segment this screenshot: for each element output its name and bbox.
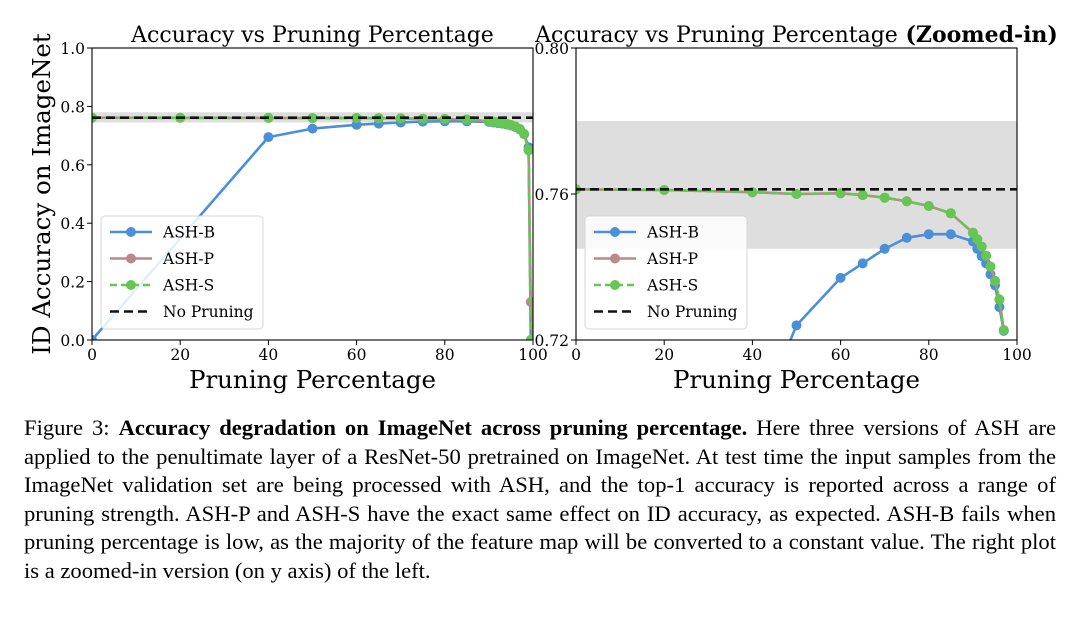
caption-text: Here three versions of ASH are applied t… bbox=[24, 415, 1057, 583]
legend: ASH-B ASH-P ASH-S No Pruning bbox=[584, 215, 748, 330]
point-ash-s bbox=[998, 325, 1009, 336]
y-axis-label: ID Accuracy on ImageNet bbox=[27, 33, 56, 355]
caption-label: Figure 3: bbox=[24, 415, 110, 440]
legend-box bbox=[584, 215, 748, 330]
x-tick-label: 60 bbox=[831, 346, 851, 364]
y-tick-label: 0.80 bbox=[534, 40, 569, 58]
point-ash-s bbox=[976, 241, 987, 252]
legend-marker-ash-p bbox=[610, 253, 620, 264]
caption-bold: Accuracy degradation on ImageNet across … bbox=[118, 415, 748, 440]
point-ash-b bbox=[945, 229, 956, 240]
x-tick-label: 20 bbox=[170, 346, 190, 364]
y-tick-label: 0.72 bbox=[534, 332, 569, 350]
point-ash-s bbox=[981, 250, 992, 261]
legend-marker-ash-s bbox=[610, 280, 620, 290]
x-tick-label: 20 bbox=[654, 346, 674, 364]
figure-caption: Figure 3: Accuracy degradation on ImageN… bbox=[24, 414, 1056, 585]
x-tick-label: 60 bbox=[347, 346, 367, 364]
point-ash-s bbox=[835, 188, 846, 199]
legend-marker-ash-b bbox=[126, 227, 136, 237]
legend-label-ash-b: ASH-B bbox=[646, 224, 699, 242]
x-tick-label: 40 bbox=[743, 346, 763, 364]
point-ash-s bbox=[528, 335, 533, 340]
point-ash-b bbox=[901, 232, 912, 243]
chart-left: 0 20 40 60 80 100 0.0 0.2 0.4 0.6 0.8 1.0 Accuracy v… bbox=[27, 23, 548, 394]
point-ash-s bbox=[945, 208, 956, 219]
point-ash-b bbox=[835, 272, 846, 283]
legend-label-ash-b: ASH-B bbox=[162, 224, 215, 242]
x-tick-label: 80 bbox=[919, 346, 939, 364]
x-axis-label: Pruning Percentage bbox=[673, 365, 920, 394]
legend-box bbox=[100, 215, 264, 330]
chart-title: Accuracy vs Pruning Percentage (Zoomed-i… bbox=[534, 22, 1058, 48]
y-tick-label: 0.8 bbox=[60, 98, 85, 116]
plot-area bbox=[92, 112, 533, 340]
point-ash-s bbox=[901, 196, 912, 207]
point-ash-b bbox=[923, 229, 934, 240]
y-tick-label: 0.0 bbox=[60, 332, 85, 350]
y-tick-label: 1.0 bbox=[60, 40, 85, 58]
legend-marker-ash-b bbox=[610, 227, 620, 237]
point-ash-s bbox=[519, 129, 530, 140]
figure-charts: 0 20 40 60 80 100 0.0 0.2 0.4 0.6 0.8 1.0 Accuracy v… bbox=[27, 22, 1058, 394]
point-ash-s bbox=[879, 192, 890, 203]
point-ash-b bbox=[263, 132, 274, 143]
point-ash-s bbox=[985, 261, 996, 272]
point-ash-s bbox=[994, 294, 1005, 305]
point-ash-s bbox=[461, 114, 472, 125]
point-ash-s bbox=[791, 189, 802, 199]
point-ash-s bbox=[523, 145, 533, 156]
point-ash-s bbox=[990, 275, 1000, 286]
point-ash-s bbox=[439, 114, 450, 124]
point-ash-s bbox=[857, 190, 868, 201]
legend-marker-ash-s bbox=[126, 280, 136, 290]
y-tick-label: 0.76 bbox=[534, 186, 569, 204]
legend-label-no-pruning: No Pruning bbox=[163, 303, 254, 321]
x-tick-label: 40 bbox=[259, 346, 279, 364]
point-ash-b bbox=[791, 320, 802, 331]
x-axis-label: Pruning Percentage bbox=[189, 365, 436, 394]
point-ash-b bbox=[857, 258, 868, 269]
x-tick-label: 100 bbox=[518, 346, 548, 364]
point-ash-b bbox=[92, 335, 97, 340]
legend-label-no-pruning: No Pruning bbox=[647, 303, 738, 321]
x-tick-label: 0 bbox=[571, 346, 581, 364]
legend-label-ash-s: ASH-S bbox=[646, 277, 698, 295]
plot-area bbox=[576, 184, 1017, 340]
point-ash-s bbox=[972, 234, 983, 245]
point-ash-b bbox=[879, 243, 890, 254]
legend: ASH-B ASH-P ASH-S No Pruning bbox=[100, 215, 264, 330]
x-tick-label: 80 bbox=[435, 346, 455, 364]
point-ash-b bbox=[307, 123, 318, 134]
point-ash-s bbox=[923, 201, 934, 211]
legend-marker-ash-p bbox=[126, 253, 136, 264]
legend-label-ash-p: ASH-P bbox=[646, 250, 698, 268]
x-tick-label: 100 bbox=[1002, 346, 1032, 364]
legend-label-ash-p: ASH-P bbox=[162, 250, 214, 268]
axes-frame bbox=[91, 47, 534, 341]
legend-label-ash-s: ASH-S bbox=[162, 277, 214, 295]
y-tick-label: 0.2 bbox=[60, 274, 85, 292]
chart-title: Accuracy vs Pruning Percentage bbox=[130, 23, 494, 48]
point-ash-s bbox=[307, 113, 318, 124]
y-tick-label: 0.4 bbox=[60, 215, 85, 233]
y-tick-label: 0.6 bbox=[60, 157, 85, 175]
x-tick-label: 0 bbox=[87, 346, 97, 364]
point-ash-s bbox=[351, 113, 362, 123]
